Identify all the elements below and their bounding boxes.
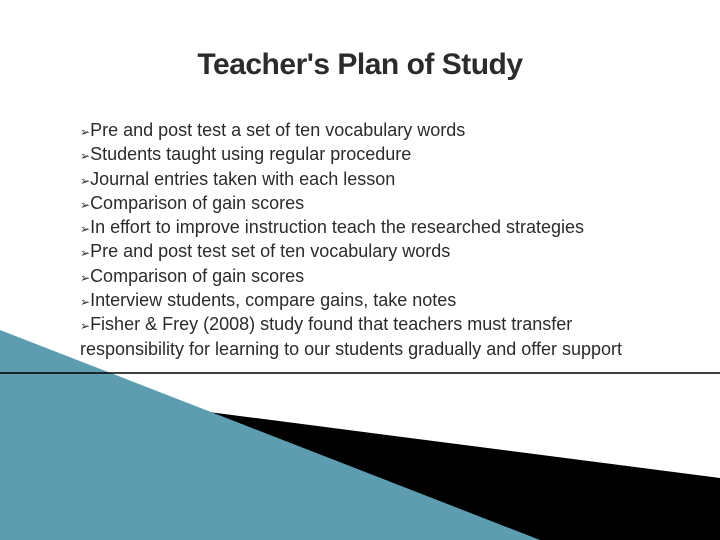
bullet-text: Comparison of gain scores xyxy=(90,193,304,213)
bullet-item: ➢Comparison of gain scores xyxy=(80,191,660,215)
bullet-marker-icon: ➢ xyxy=(80,318,90,334)
bullet-text: Journal entries taken with each lesson xyxy=(90,169,395,189)
decor-black-band xyxy=(0,385,720,540)
bullet-item: ➢Pre and post test a set of ten vocabula… xyxy=(80,118,660,142)
bullet-item: ➢Journal entries taken with each lesson xyxy=(80,167,660,191)
bullet-marker-icon: ➢ xyxy=(80,294,90,310)
bullet-marker-icon: ➢ xyxy=(80,124,90,140)
bullet-item: ➢Students taught using regular procedure xyxy=(80,142,660,166)
bullet-text: In effort to improve instruction teach t… xyxy=(90,217,584,237)
bullet-list: ➢Pre and post test a set of ten vocabula… xyxy=(80,118,660,361)
bullet-marker-icon: ➢ xyxy=(80,173,90,189)
bullet-text: Comparison of gain scores xyxy=(90,266,304,286)
bullet-text: Students taught using regular procedure xyxy=(90,144,411,164)
bullet-text: Pre and post test a set of ten vocabular… xyxy=(90,120,465,140)
slide-title: Teacher's Plan of Study xyxy=(0,48,720,82)
bullet-item: ➢Interview students, compare gains, take… xyxy=(80,288,660,312)
bullet-item: ➢In effort to improve instruction teach … xyxy=(80,215,660,239)
bullet-marker-icon: ➢ xyxy=(80,148,90,164)
bullet-marker-icon: ➢ xyxy=(80,270,90,286)
decor-teal-triangle xyxy=(0,330,540,540)
bullet-text: Pre and post test set of ten vocabulary … xyxy=(90,241,450,261)
bullet-text: Fisher & Frey (2008) study found that te… xyxy=(80,314,622,358)
bullet-item: ➢Comparison of gain scores xyxy=(80,264,660,288)
bullet-item: ➢Pre and post test set of ten vocabulary… xyxy=(80,239,660,263)
bullet-marker-icon: ➢ xyxy=(80,221,90,237)
bullet-marker-icon: ➢ xyxy=(80,245,90,261)
bullet-text: Interview students, compare gains, take … xyxy=(90,290,456,310)
bullet-item: ➢Fisher & Frey (2008) study found that t… xyxy=(80,312,660,361)
bullet-marker-icon: ➢ xyxy=(80,197,90,213)
